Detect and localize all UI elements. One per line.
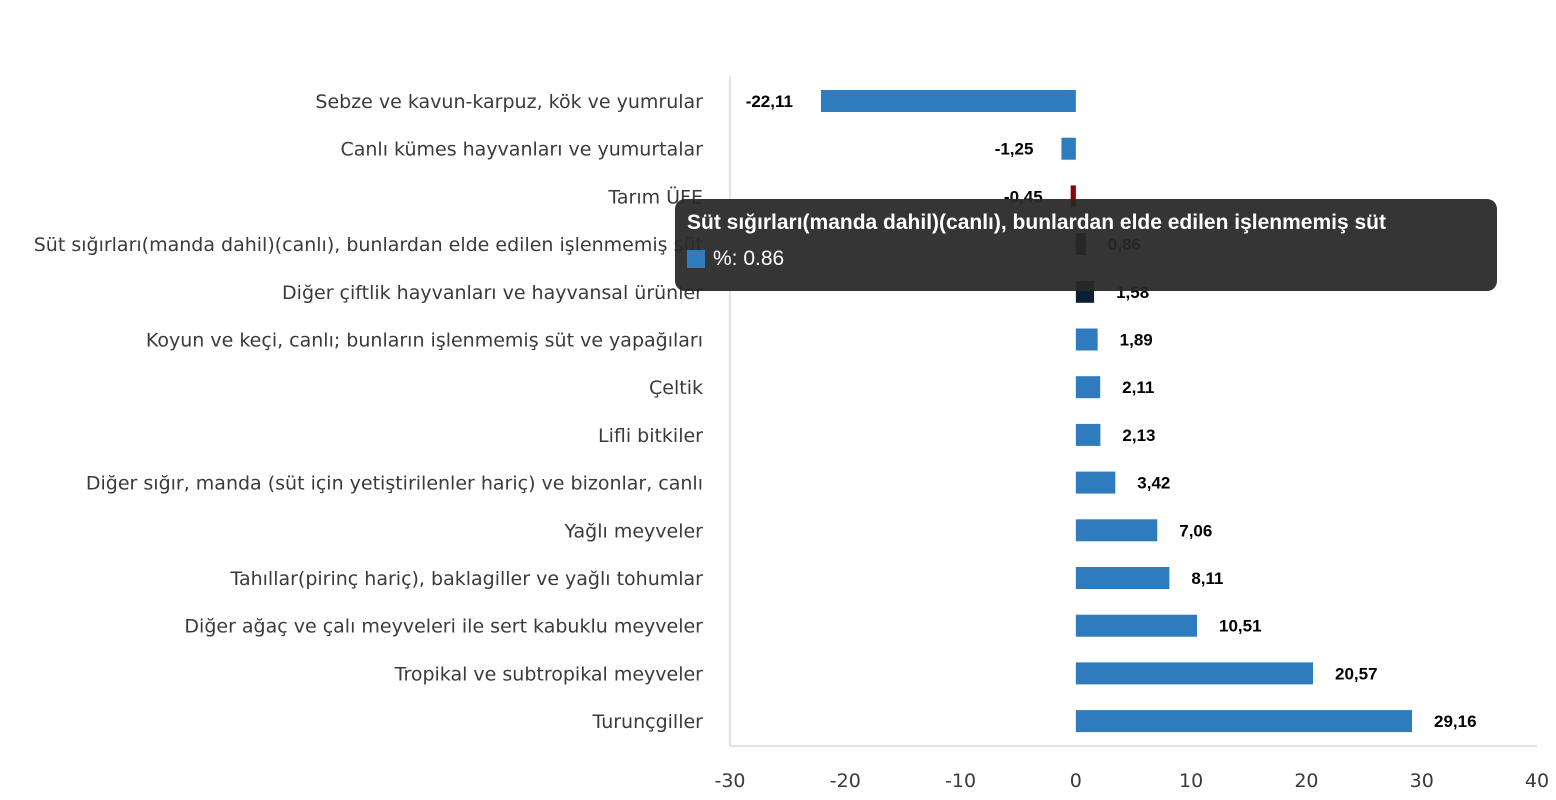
x-tick-label: -30 <box>714 770 745 792</box>
category-label: Turunçgiller <box>591 711 703 733</box>
value-label: 29,16 <box>1434 712 1477 731</box>
category-label: Diğer ağaç ve çalı meyveleri ile sert ka… <box>184 616 703 638</box>
category-label: Tahıllar(pirinç hariç), baklagiller ve y… <box>229 568 703 590</box>
tooltip-title: Süt sığırları(manda dahil)(canlı), bunla… <box>687 211 1386 234</box>
bar[interactable] <box>1075 376 1101 399</box>
category-label: Lifli bitkiler <box>598 425 703 447</box>
x-tick-label: 30 <box>1410 770 1434 792</box>
value-label: 1,89 <box>1120 331 1153 350</box>
x-tick-label: 0 <box>1070 770 1082 792</box>
category-label: Sebze ve kavun-karpuz, kök ve yumrular <box>315 91 703 113</box>
category-labels: Sebze ve kavun-karpuz, kök ve yumrular Ca… <box>34 91 703 733</box>
category-label: Tropikal ve subtropikal meyveler <box>394 663 704 685</box>
bars <box>820 90 1413 733</box>
category-label: Canlı kümes hayvanları ve yumurtalar <box>340 139 703 161</box>
bar[interactable] <box>1075 423 1101 446</box>
x-tick-label: 20 <box>1294 770 1318 792</box>
bar[interactable] <box>1075 328 1098 351</box>
category-label: Yağlı meyveler <box>564 520 704 542</box>
bar[interactable] <box>1075 519 1158 542</box>
bar[interactable] <box>1061 137 1076 160</box>
tooltip-swatch-icon <box>687 250 705 268</box>
category-label: Çeltik <box>649 377 703 399</box>
bar[interactable] <box>1075 614 1198 637</box>
category-label: Diğer sığır, manda (süt için yetiştirile… <box>86 473 703 495</box>
value-label: -22,11 <box>746 92 793 111</box>
bar[interactable] <box>1075 471 1116 494</box>
value-label: -1,25 <box>995 140 1034 159</box>
category-label: Diğer çiftlik hayvanları ve hayvansal ür… <box>282 282 703 304</box>
tooltip-value: %: 0.86 <box>713 247 785 270</box>
value-label: 7,06 <box>1179 521 1212 540</box>
bar[interactable] <box>1075 710 1413 733</box>
value-label: 10,51 <box>1219 617 1262 636</box>
bar[interactable] <box>1075 567 1170 589</box>
x-tick-label: 40 <box>1525 770 1549 792</box>
value-label: 8,11 <box>1191 569 1223 588</box>
value-label: 20,57 <box>1335 664 1378 683</box>
category-label: Süt sığırları(manda dahil)(canlı), bunla… <box>34 234 703 256</box>
bar[interactable] <box>1075 662 1313 685</box>
tooltip-row: %: 0.86 <box>687 247 1485 271</box>
value-label: 2,13 <box>1122 426 1155 445</box>
bar[interactable] <box>1070 185 1076 208</box>
category-label: Koyun ve keçi, canlı; bunların işlenmemi… <box>146 330 703 352</box>
axes: -30 -20 -10 0 10 20 30 40 <box>714 76 1549 792</box>
bar[interactable] <box>820 90 1076 112</box>
value-label: 3,42 <box>1137 474 1170 493</box>
value-label: 2,11 <box>1122 378 1154 397</box>
x-tick-label: -20 <box>830 770 861 792</box>
x-tick-label: -10 <box>945 770 976 792</box>
chart-tooltip: Süt sığırları(manda dahil)(canlı), bunla… <box>675 199 1497 291</box>
x-tick-label: 10 <box>1179 770 1203 792</box>
